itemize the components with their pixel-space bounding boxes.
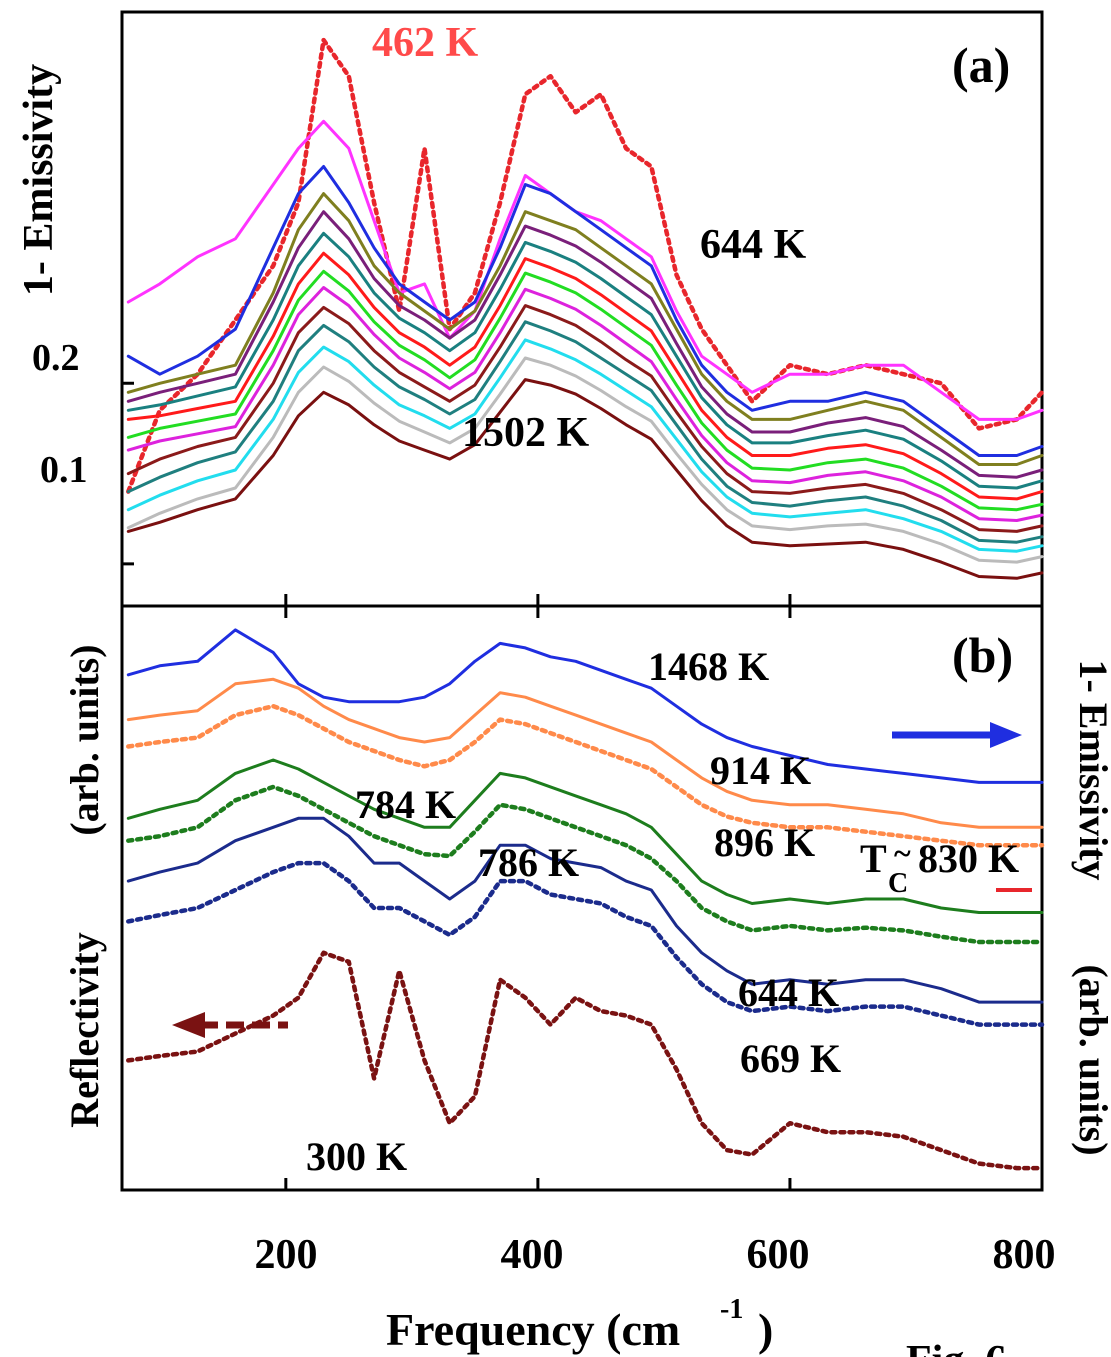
annotation-Tc-approx: ~ (894, 835, 911, 871)
annotation-Tc-T: T (860, 836, 887, 881)
annotation-1502K: 1502 K (462, 410, 590, 456)
panel-b-ylabel-left-units: (arb. units) (62, 644, 107, 835)
panel-b-series-1 (126, 677, 1044, 829)
annotation-462K: 462 K (372, 20, 479, 66)
annotation-1468K: 1468 K (648, 644, 769, 689)
panel-a-series-10 (126, 320, 1044, 544)
annotation-644K-a: 644 K (700, 222, 807, 268)
x-tick-label-400: 400 (501, 1232, 564, 1278)
x-tick-label-200: 200 (255, 1232, 318, 1278)
annotation-644K-b: 644 K (738, 970, 839, 1015)
panel-a-series-8 (126, 286, 1044, 522)
x-tick-label-600: 600 (747, 1232, 810, 1278)
annotation-669K: 669 K (740, 1036, 841, 1081)
annotation-Tc-830K: 830 K (918, 836, 1019, 881)
y-tick-label-0.1: 0.1 (40, 449, 88, 491)
panel-a-series-3 (126, 192, 1044, 466)
panel-a-label: (a) (952, 37, 1010, 93)
left-arrow-icon (172, 1012, 288, 1038)
x-axis-label-superscript: -1 (720, 1294, 743, 1325)
panel-b-frame (120, 604, 1044, 1192)
panel-a-series (126, 37, 1045, 580)
panel-a-series-4 (126, 210, 1044, 479)
panel-b-series (126, 628, 1045, 1171)
panel-b-ylabel-right-emissivity: 1- Emissivity (1071, 659, 1111, 880)
annotation-914K: 914 K (710, 748, 811, 793)
panel-a-series-11 (126, 338, 1044, 553)
panel-b-series-3 (126, 758, 1044, 914)
x-tick-label-800: 800 (993, 1232, 1056, 1278)
panel-b-series-2 (126, 703, 1045, 848)
panel-a-series-6 (126, 251, 1044, 501)
panel-a-series-13 (126, 378, 1044, 580)
panel-a-ylabel: 1- Emissivity (16, 64, 62, 296)
panel-b-ylabel-left-reflectivity: Reflectivity (62, 932, 107, 1127)
panel-a-series-5 (126, 231, 1044, 490)
panel-b-ylabel-right-units: (arb. units) (1071, 964, 1111, 1155)
panel-a-series-7 (126, 269, 1044, 512)
panel-b-series-4 (126, 784, 1045, 945)
panel-a-series-12 (126, 356, 1044, 564)
figure-caption: Fig. 6 (906, 1338, 1006, 1357)
x-axis-label: Frequency (cm (386, 1304, 680, 1355)
panel-a-frame (120, 10, 1044, 608)
annotation-Tc-subscript: C (888, 868, 908, 899)
y-tick-label-0.2: 0.2 (32, 337, 80, 379)
panel-b-series-6 (126, 860, 1045, 1027)
panel-b-series-0 (126, 628, 1044, 784)
annotation-784K: 784 K (355, 782, 456, 827)
annotation-300K: 300 K (306, 1134, 407, 1179)
axis-ticks (122, 381, 1044, 1190)
right-arrow-icon (892, 722, 1022, 748)
panel-b-series-5 (126, 816, 1044, 1004)
panel-b-label: (b) (952, 627, 1013, 683)
panel-a-series-9 (126, 304, 1044, 533)
annotation-896K: 896 K (714, 820, 815, 865)
panel-b-series-7 (126, 950, 1045, 1171)
x-axis-label-close: ) (758, 1304, 773, 1355)
panel-a-series-2 (126, 165, 1044, 457)
annotation-786K: 786 K (478, 840, 579, 885)
